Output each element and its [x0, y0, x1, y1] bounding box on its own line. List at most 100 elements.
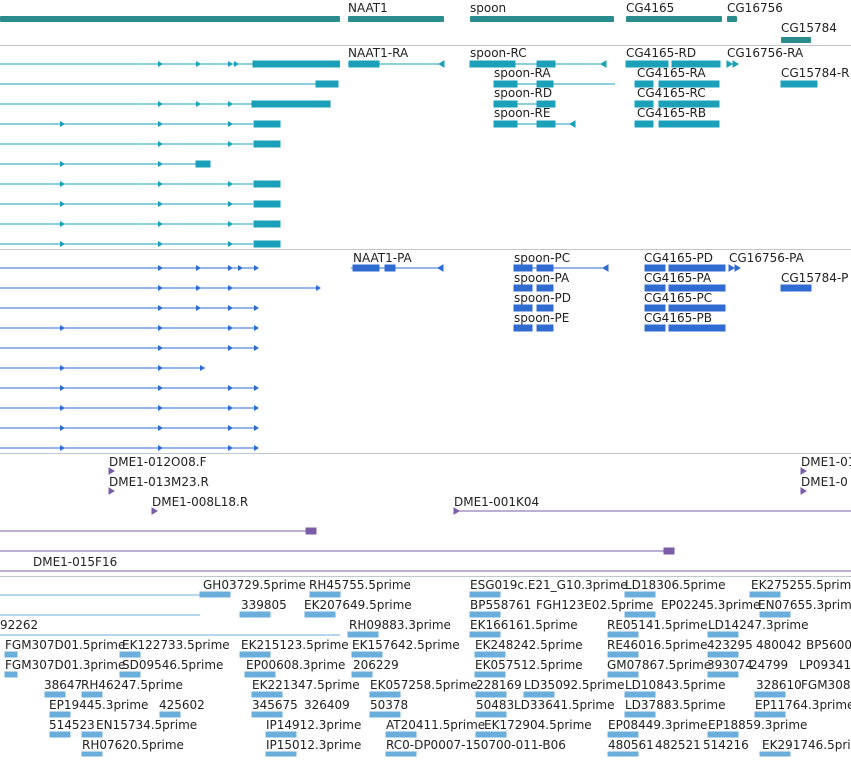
- est-label[interactable]: 328610: [756, 678, 802, 692]
- est-label[interactable]: IP15012.3prime: [266, 738, 362, 752]
- est-label[interactable]: GM07867.5prime: [607, 658, 712, 672]
- est-label[interactable]: 339805: [241, 598, 287, 612]
- est-label[interactable]: EN07655.3prime: [758, 598, 851, 612]
- est-label[interactable]: 482521: [655, 738, 701, 752]
- gene-bar-cg16756[interactable]: [727, 16, 737, 22]
- est-label[interactable]: EN15734.5prime: [96, 718, 198, 732]
- est-label[interactable]: RH09883.3prime: [349, 618, 451, 632]
- transcript-label[interactable]: CG4165-RD: [626, 46, 697, 60]
- est-label[interactable]: LD33641.5prime: [514, 698, 615, 712]
- est-label[interactable]: BP5600: [806, 638, 851, 652]
- est-label[interactable]: LD37883.5prime: [625, 698, 726, 712]
- gene-bar-left[interactable]: [0, 16, 340, 22]
- est-label[interactable]: LD35092.5prime: [524, 678, 625, 692]
- est-label[interactable]: EK215123.5prime: [241, 638, 349, 652]
- est-label[interactable]: LD18306.5prime: [625, 578, 726, 592]
- est-label[interactable]: EK221347.5prime: [252, 678, 360, 692]
- est-label[interactable]: 425602: [159, 698, 205, 712]
- est-label[interactable]: EK172904.5prime: [484, 718, 592, 732]
- clone-label[interactable]: DME1-015F16: [33, 555, 118, 569]
- est-label[interactable]: AT20411.5prime: [386, 718, 486, 732]
- est-label[interactable]: EK207649.5prime: [304, 598, 412, 612]
- est-label[interactable]: 423295: [707, 638, 753, 652]
- clone-label[interactable]: DME1-01: [801, 455, 851, 469]
- est-label[interactable]: EP11764.3prime: [755, 698, 851, 712]
- transcript-label[interactable]: CG4165-RB: [637, 106, 707, 120]
- est-label[interactable]: IP14912.3prime: [266, 718, 362, 732]
- transcript-label[interactable]: CG4165-RA: [637, 66, 706, 80]
- protein-label[interactable]: NAAT1-PA: [353, 251, 412, 265]
- transcript-label[interactable]: spoon-RC: [470, 46, 527, 60]
- est-label[interactable]: 206229: [353, 658, 399, 672]
- est-label[interactable]: RH45755.5prime: [309, 578, 411, 592]
- gene-bar-naat1[interactable]: [348, 16, 444, 22]
- clone-label[interactable]: DME1-008L18.R: [152, 495, 249, 509]
- est-label[interactable]: 50483: [476, 698, 515, 712]
- est-label[interactable]: 393074: [707, 658, 753, 672]
- est-label[interactable]: 480561: [608, 738, 654, 752]
- protein-label[interactable]: CG4165-PB: [644, 311, 713, 325]
- gene-label-cg16756[interactable]: CG16756: [727, 1, 783, 15]
- est-label[interactable]: 92262: [0, 618, 39, 632]
- est-label[interactable]: EP19445.3prime: [49, 698, 149, 712]
- est-label[interactable]: EK248242.5prime: [475, 638, 583, 652]
- gene-label-spoon[interactable]: spoon: [470, 1, 507, 15]
- est-label[interactable]: FGM307D01.5prime: [5, 638, 126, 652]
- gene-bar-cg15784[interactable]: [781, 37, 811, 43]
- est-label[interactable]: EP02245.3prime: [661, 598, 761, 612]
- est-label[interactable]: EK157642.5prime: [352, 638, 460, 652]
- transcript-label[interactable]: NAAT1-RA: [348, 46, 409, 60]
- est-label[interactable]: 514523: [49, 718, 95, 732]
- protein-label[interactable]: CG4165-PA: [644, 271, 712, 285]
- est-label[interactable]: 228169: [476, 678, 522, 692]
- est-label[interactable]: 50378: [370, 698, 409, 712]
- protein-label[interactable]: spoon-PA: [514, 271, 570, 285]
- est-label[interactable]: 345675: [252, 698, 298, 712]
- gene-label-cg4165[interactable]: CG4165: [626, 1, 675, 15]
- transcript-label[interactable]: CG16756-RA: [727, 46, 804, 60]
- est-label[interactable]: LP09341: [799, 658, 851, 672]
- clone-label[interactable]: DME1-013M23.R: [109, 475, 209, 489]
- est-label[interactable]: EK166161.5prime: [470, 618, 578, 632]
- est-label[interactable]: 480042: [756, 638, 802, 652]
- protein-label[interactable]: spoon-PE: [514, 311, 570, 325]
- clone-label[interactable]: DME1-001K04: [454, 495, 540, 509]
- protein-label[interactable]: CG4165-PD: [644, 251, 714, 265]
- est-label[interactable]: EK275255.5prime: [751, 578, 851, 592]
- est-label[interactable]: RH07620.5prime: [82, 738, 184, 752]
- est-label[interactable]: EP18859.3prime: [708, 718, 808, 732]
- transcript-label[interactable]: spoon-RA: [494, 66, 551, 80]
- clone-label[interactable]: DME1-012O08.F: [109, 455, 207, 469]
- est-label[interactable]: ESG019c.E21_G10.3prime: [470, 578, 628, 592]
- est-label[interactable]: FGM307D01.3prime: [5, 658, 126, 672]
- est-label[interactable]: FGM308: [801, 678, 851, 692]
- est-label[interactable]: EK057512.5prime: [475, 658, 583, 672]
- transcript-label[interactable]: spoon-RD: [494, 86, 553, 100]
- gene-label-naat1[interactable]: NAAT1: [348, 1, 388, 15]
- est-label[interactable]: 24799: [750, 658, 789, 672]
- protein-label[interactable]: spoon-PC: [514, 251, 571, 265]
- gene-bar-spoon[interactable]: [470, 16, 614, 22]
- est-label[interactable]: EK291746.5prime: [762, 738, 851, 752]
- est-label[interactable]: 38647: [44, 678, 83, 692]
- est-label[interactable]: 514216: [703, 738, 749, 752]
- est-label[interactable]: EP00608.3prime: [246, 658, 346, 672]
- est-label[interactable]: EK122733.5prime: [122, 638, 230, 652]
- est-label[interactable]: GH03729.5prime: [203, 578, 306, 592]
- est-label[interactable]: BP558761: [470, 598, 532, 612]
- clone-label[interactable]: DME1-0: [801, 475, 848, 489]
- est-label[interactable]: RE05141.5prime: [607, 618, 708, 632]
- transcript-label[interactable]: spoon-RE: [494, 106, 551, 120]
- gene-bar-cg4165[interactable]: [626, 16, 722, 22]
- est-label[interactable]: SD09546.5prime: [122, 658, 224, 672]
- est-label[interactable]: EP08449.3prime: [608, 718, 708, 732]
- est-label[interactable]: RE46016.5prime: [607, 638, 708, 652]
- gene-label-cg15784[interactable]: CG15784: [781, 21, 837, 35]
- est-label[interactable]: LD10843.5prime: [625, 678, 726, 692]
- protein-label[interactable]: CG4165-PC: [644, 291, 713, 305]
- transcript-label[interactable]: CG15784-R: [781, 66, 850, 80]
- protein-label[interactable]: spoon-PD: [514, 291, 571, 305]
- est-label[interactable]: RC0-DP0007-150700-011-B06: [386, 738, 566, 752]
- est-label[interactable]: 326409: [304, 698, 350, 712]
- est-label[interactable]: RH46247.5prime: [81, 678, 183, 692]
